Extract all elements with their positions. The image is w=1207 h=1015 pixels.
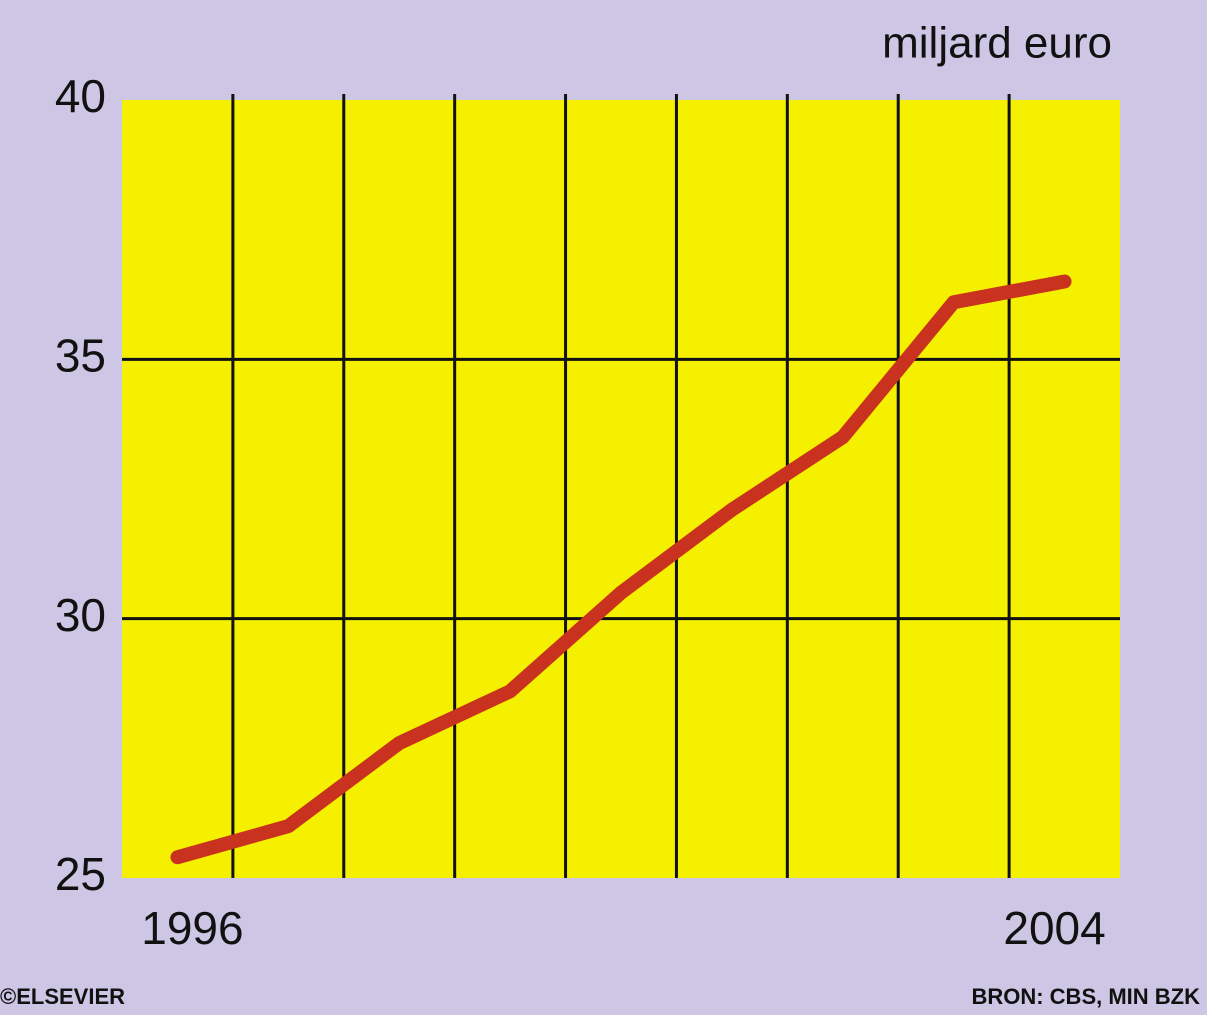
- credit: ©ELSEVIER: [0, 984, 125, 1009]
- y-tick-label: 40: [55, 70, 106, 122]
- y-tick-label: 30: [55, 589, 106, 641]
- y-tick-label: 35: [55, 329, 106, 381]
- x-tick-label: 2004: [1003, 902, 1105, 954]
- line-series: [170, 274, 1072, 865]
- y-axis-label: miljard euro: [882, 19, 1112, 68]
- source: BRON: CBS, MIN BZK: [971, 984, 1200, 1009]
- x-tick-label: 1996: [141, 902, 243, 954]
- y-tick-label: 25: [55, 848, 106, 900]
- plot-area: [122, 100, 1120, 878]
